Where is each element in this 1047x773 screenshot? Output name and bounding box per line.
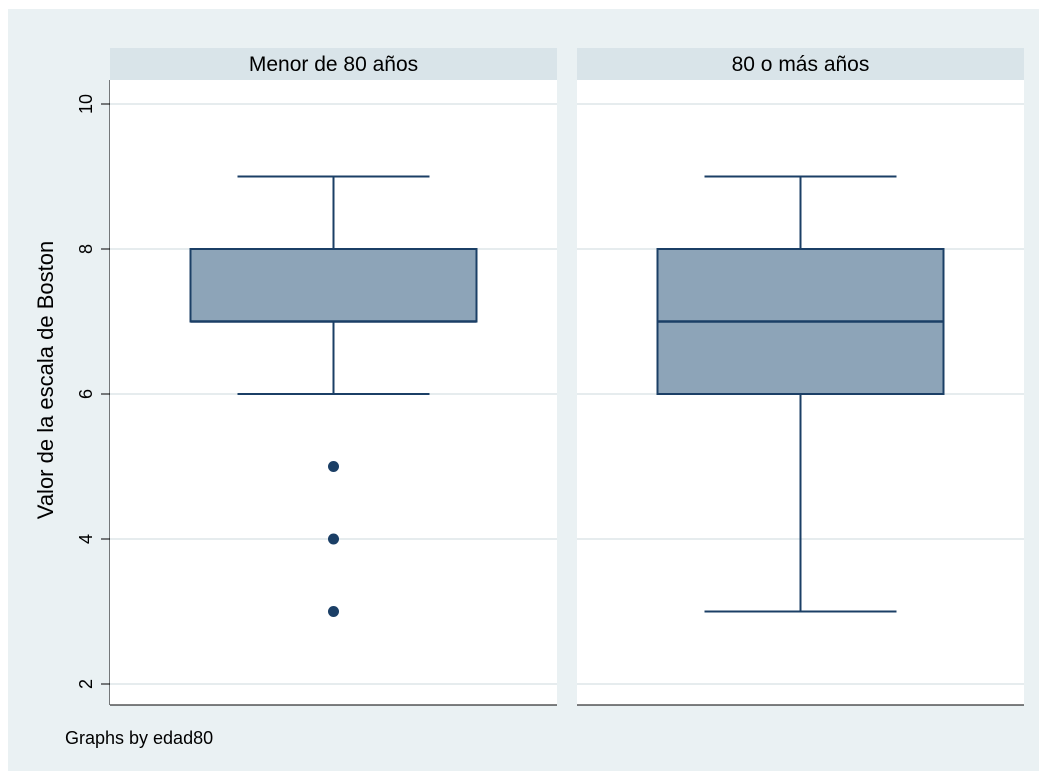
y-tick-label: 2	[76, 679, 96, 689]
panels: Menor de 80 años 80 o más años	[110, 48, 1024, 706]
y-tick-label: 4	[76, 534, 96, 544]
panel-header	[577, 48, 1024, 80]
y-axis-label: Valor de la escala de Boston	[33, 241, 58, 519]
panel-title: Menor de 80 años	[249, 53, 418, 76]
box	[189, 248, 478, 323]
panel-1: Menor de 80 años	[110, 48, 557, 706]
y-tick-label: 8	[76, 244, 96, 254]
panel-title: 80 o más años	[732, 53, 870, 76]
y-tick-label: 6	[76, 389, 96, 399]
y-tick-label: 10	[76, 94, 96, 114]
outlier-point	[328, 533, 339, 545]
outlier-point	[328, 606, 339, 617]
panel-header	[110, 48, 557, 80]
panel-2: 80 o más años	[577, 48, 1024, 706]
outlier-point	[328, 461, 339, 472]
graphs-by-note: Graphs by edad80	[65, 728, 213, 748]
